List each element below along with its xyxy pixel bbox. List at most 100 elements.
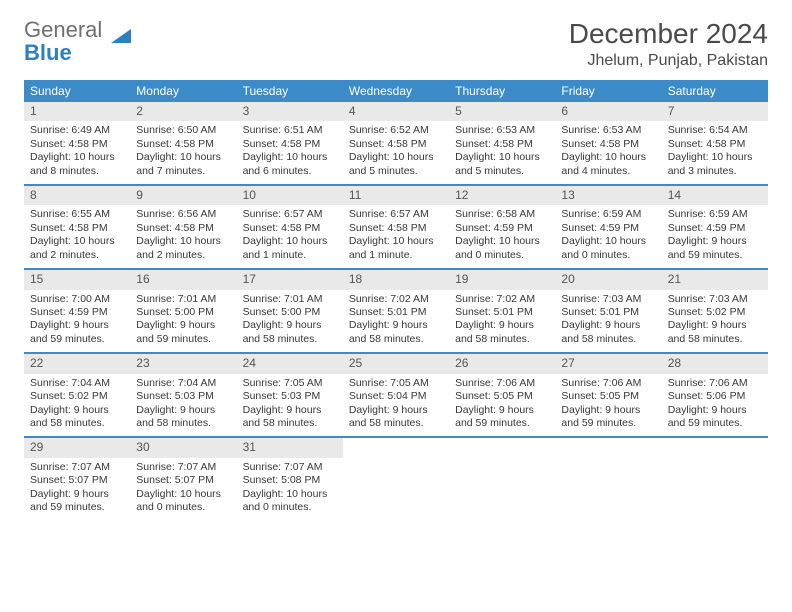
day-number: 7 [662, 102, 768, 121]
day-number: 27 [555, 354, 661, 373]
sunrise-line: Sunrise: 6:49 AM [30, 124, 124, 137]
sunset-line: Sunset: 4:58 PM [349, 138, 443, 151]
day-body: Sunrise: 6:57 AMSunset: 4:58 PMDaylight:… [343, 205, 449, 268]
sunrise-line: Sunrise: 6:55 AM [30, 208, 124, 221]
sunset-line: Sunset: 5:05 PM [561, 390, 655, 403]
day-body: Sunrise: 7:05 AMSunset: 5:03 PMDaylight:… [237, 374, 343, 437]
weekday-header: Sunday [24, 80, 130, 102]
sunrise-line: Sunrise: 7:00 AM [30, 293, 124, 306]
day-number: 1 [24, 102, 130, 121]
calendar-week: 1Sunrise: 6:49 AMSunset: 4:58 PMDaylight… [24, 102, 768, 186]
daylight-line: Daylight: 10 hours and 8 minutes. [30, 151, 124, 178]
header: General Blue December 2024 Jhelum, Punja… [24, 18, 768, 70]
sunset-line: Sunset: 5:07 PM [30, 474, 124, 487]
day-number: 4 [343, 102, 449, 121]
daylight-line: Daylight: 9 hours and 58 minutes. [349, 404, 443, 431]
sunset-line: Sunset: 4:59 PM [455, 222, 549, 235]
daylight-line: Daylight: 10 hours and 6 minutes. [243, 151, 337, 178]
calendar-day: 2Sunrise: 6:50 AMSunset: 4:58 PMDaylight… [130, 102, 236, 184]
daylight-line: Daylight: 9 hours and 58 minutes. [30, 404, 124, 431]
day-number: 3 [237, 102, 343, 121]
logo-text-2: Blue [24, 40, 72, 65]
sunrise-line: Sunrise: 7:06 AM [668, 377, 762, 390]
calendar-day-empty [449, 438, 555, 520]
sunrise-line: Sunrise: 6:57 AM [349, 208, 443, 221]
day-number: 22 [24, 354, 130, 373]
sunset-line: Sunset: 5:02 PM [668, 306, 762, 319]
daylight-line: Daylight: 10 hours and 7 minutes. [136, 151, 230, 178]
sunrise-line: Sunrise: 6:54 AM [668, 124, 762, 137]
daylight-line: Daylight: 9 hours and 58 minutes. [561, 319, 655, 346]
calendar-day: 19Sunrise: 7:02 AMSunset: 5:01 PMDayligh… [449, 270, 555, 352]
daylight-line: Daylight: 10 hours and 5 minutes. [455, 151, 549, 178]
daylight-line: Daylight: 9 hours and 58 minutes. [243, 319, 337, 346]
day-body: Sunrise: 7:05 AMSunset: 5:04 PMDaylight:… [343, 374, 449, 437]
calendar-day: 16Sunrise: 7:01 AMSunset: 5:00 PMDayligh… [130, 270, 236, 352]
sunrise-line: Sunrise: 7:06 AM [561, 377, 655, 390]
day-body: Sunrise: 6:52 AMSunset: 4:58 PMDaylight:… [343, 121, 449, 184]
calendar-day-empty [555, 438, 661, 520]
calendar-day: 10Sunrise: 6:57 AMSunset: 4:58 PMDayligh… [237, 186, 343, 268]
logo: General Blue [24, 18, 131, 64]
day-body: Sunrise: 6:55 AMSunset: 4:58 PMDaylight:… [24, 205, 130, 268]
sunset-line: Sunset: 4:59 PM [30, 306, 124, 319]
day-body: Sunrise: 7:06 AMSunset: 5:05 PMDaylight:… [555, 374, 661, 437]
daylight-line: Daylight: 9 hours and 59 minutes. [30, 319, 124, 346]
calendar-day: 17Sunrise: 7:01 AMSunset: 5:00 PMDayligh… [237, 270, 343, 352]
calendar-week: 29Sunrise: 7:07 AMSunset: 5:07 PMDayligh… [24, 438, 768, 520]
weekday-header: Friday [555, 80, 661, 102]
day-number: 21 [662, 270, 768, 289]
day-number: 19 [449, 270, 555, 289]
sunset-line: Sunset: 5:07 PM [136, 474, 230, 487]
day-body: Sunrise: 6:59 AMSunset: 4:59 PMDaylight:… [555, 205, 661, 268]
calendar-day: 13Sunrise: 6:59 AMSunset: 4:59 PMDayligh… [555, 186, 661, 268]
sunrise-line: Sunrise: 6:52 AM [349, 124, 443, 137]
sunset-line: Sunset: 5:02 PM [30, 390, 124, 403]
sunset-line: Sunset: 5:01 PM [349, 306, 443, 319]
sunrise-line: Sunrise: 7:02 AM [455, 293, 549, 306]
daylight-line: Daylight: 10 hours and 0 minutes. [455, 235, 549, 262]
day-body: Sunrise: 7:03 AMSunset: 5:01 PMDaylight:… [555, 290, 661, 353]
day-number: 11 [343, 186, 449, 205]
daylight-line: Daylight: 10 hours and 1 minute. [243, 235, 337, 262]
weekday-header: Thursday [449, 80, 555, 102]
calendar-day: 11Sunrise: 6:57 AMSunset: 4:58 PMDayligh… [343, 186, 449, 268]
daylight-line: Daylight: 9 hours and 59 minutes. [30, 488, 124, 515]
day-number: 8 [24, 186, 130, 205]
daylight-line: Daylight: 9 hours and 59 minutes. [668, 235, 762, 262]
calendar-day: 12Sunrise: 6:58 AMSunset: 4:59 PMDayligh… [449, 186, 555, 268]
sunset-line: Sunset: 4:58 PM [243, 222, 337, 235]
calendar-day: 27Sunrise: 7:06 AMSunset: 5:05 PMDayligh… [555, 354, 661, 436]
calendar-day: 14Sunrise: 6:59 AMSunset: 4:59 PMDayligh… [662, 186, 768, 268]
sunset-line: Sunset: 4:59 PM [668, 222, 762, 235]
sunrise-line: Sunrise: 7:03 AM [561, 293, 655, 306]
sunset-line: Sunset: 5:00 PM [243, 306, 337, 319]
calendar-day: 3Sunrise: 6:51 AMSunset: 4:58 PMDaylight… [237, 102, 343, 184]
sunset-line: Sunset: 5:04 PM [349, 390, 443, 403]
sunrise-line: Sunrise: 6:58 AM [455, 208, 549, 221]
day-body: Sunrise: 6:58 AMSunset: 4:59 PMDaylight:… [449, 205, 555, 268]
daylight-line: Daylight: 10 hours and 5 minutes. [349, 151, 443, 178]
daylight-line: Daylight: 9 hours and 58 minutes. [455, 319, 549, 346]
day-body: Sunrise: 7:06 AMSunset: 5:06 PMDaylight:… [662, 374, 768, 437]
daylight-line: Daylight: 10 hours and 0 minutes. [561, 235, 655, 262]
daylight-line: Daylight: 10 hours and 0 minutes. [136, 488, 230, 515]
day-body: Sunrise: 6:49 AMSunset: 4:58 PMDaylight:… [24, 121, 130, 184]
day-number: 26 [449, 354, 555, 373]
day-number: 5 [449, 102, 555, 121]
daylight-line: Daylight: 10 hours and 0 minutes. [243, 488, 337, 515]
day-body: Sunrise: 7:01 AMSunset: 5:00 PMDaylight:… [130, 290, 236, 353]
day-number: 28 [662, 354, 768, 373]
calendar-day-empty [343, 438, 449, 520]
sunset-line: Sunset: 4:58 PM [243, 138, 337, 151]
daylight-line: Daylight: 9 hours and 59 minutes. [455, 404, 549, 431]
day-body: Sunrise: 7:07 AMSunset: 5:08 PMDaylight:… [237, 458, 343, 521]
calendar-day: 29Sunrise: 7:07 AMSunset: 5:07 PMDayligh… [24, 438, 130, 520]
sunrise-line: Sunrise: 7:05 AM [243, 377, 337, 390]
sunset-line: Sunset: 5:00 PM [136, 306, 230, 319]
calendar-day: 26Sunrise: 7:06 AMSunset: 5:05 PMDayligh… [449, 354, 555, 436]
calendar-day: 15Sunrise: 7:00 AMSunset: 4:59 PMDayligh… [24, 270, 130, 352]
day-number: 24 [237, 354, 343, 373]
daylight-line: Daylight: 9 hours and 59 minutes. [136, 319, 230, 346]
logo-text-1: General [24, 17, 102, 42]
